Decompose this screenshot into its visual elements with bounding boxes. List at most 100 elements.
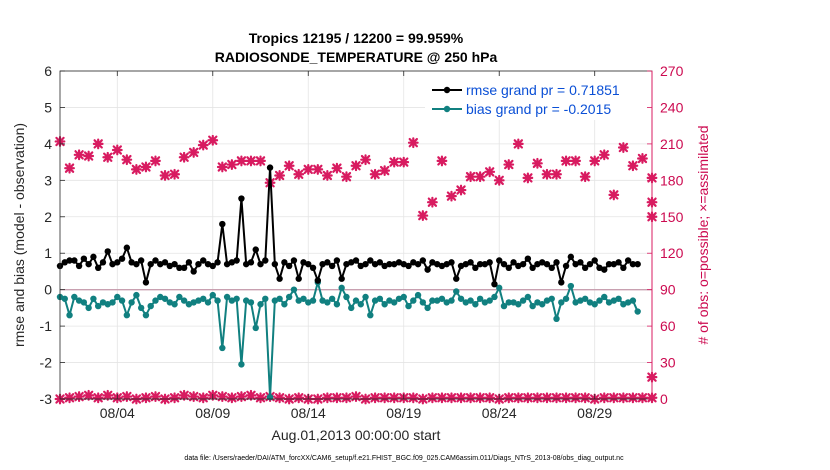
rmse-point: [290, 257, 298, 264]
x-tick-label: 08/04: [100, 405, 135, 421]
bias-point: [266, 393, 274, 401]
rmse-point: [586, 260, 594, 268]
obs-marker-stroke: [255, 155, 266, 167]
rmse-point: [152, 257, 159, 264]
obs-count-series: [54, 134, 658, 405]
rmse-point: [271, 260, 279, 268]
rmse-point: [553, 259, 560, 266]
obs-possible-point: [608, 189, 620, 201]
data-file-footer: data file: /Users/raeder/DAI/ATM_forcXX/…: [184, 455, 624, 462]
bias-point: [180, 297, 188, 304]
obs-marker-stroke: [455, 392, 467, 404]
obs-marker-stroke: [426, 196, 438, 208]
obs-marker-stroke: [493, 174, 505, 186]
obs-marker-stroke: [197, 139, 209, 151]
y-left-tick-label: 3: [44, 172, 52, 188]
obs-marker-stroke: [627, 160, 639, 172]
obs-possible-point: [379, 392, 391, 404]
rmse-point: [252, 246, 259, 253]
obs-possible-point: [551, 168, 562, 180]
bias-point: [567, 282, 575, 290]
obs-marker-stroke: [379, 165, 391, 177]
obs-marker-stroke: [140, 161, 152, 173]
obs-possible-point: [197, 139, 209, 151]
x-axis-label: Aug.01,2013 00:00:00 start: [272, 427, 441, 443]
obs-possible-point: [369, 168, 381, 180]
obs-marker-stroke: [235, 391, 247, 402]
obs-possible-point: [398, 156, 410, 168]
obs-marker-stroke: [617, 392, 629, 404]
obs-possible-point: [627, 392, 639, 404]
obs-marker-stroke: [436, 392, 448, 404]
rmse-point: [491, 281, 498, 288]
obs-possible-point: [350, 391, 362, 402]
x-axis: 08/04 08/09 08/14 08/19 08/24 08/29: [100, 71, 612, 421]
obs-marker-stroke: [551, 168, 562, 180]
y-left-tick-label: 6: [44, 63, 52, 79]
obs-marker-stroke: [484, 166, 496, 178]
obs-marker-stroke: [474, 392, 486, 404]
rmse-point: [601, 266, 608, 273]
y-right-tick-label: 180: [660, 172, 684, 188]
bias-point: [472, 301, 479, 308]
rmse-point: [500, 260, 508, 268]
rmse-point: [615, 259, 622, 266]
rmse-point: [66, 257, 73, 264]
obs-possible-point: [293, 168, 305, 180]
bias-point: [114, 293, 121, 301]
obs-marker-stroke: [121, 154, 133, 166]
bias-point: [467, 297, 474, 304]
obs-marker-stroke: [560, 392, 572, 404]
obs-marker-stroke: [446, 392, 457, 404]
obs-possible-point: [426, 196, 438, 208]
y-right-tick-label: 210: [660, 136, 684, 152]
obs-possible-point: [283, 160, 295, 172]
obs-marker-stroke: [130, 163, 142, 175]
y-right-tick-label: 120: [660, 245, 684, 261]
obs-possible-point: [92, 138, 104, 150]
bias-point: [233, 295, 240, 302]
obs-marker-stroke: [608, 392, 620, 404]
obs-possible-point: [446, 190, 457, 202]
obs-possible-point: [350, 160, 362, 172]
bias-point: [362, 293, 369, 301]
obs-possible-point: [188, 391, 200, 402]
rmse-point: [505, 264, 512, 271]
obs-marker-stroke: [331, 162, 343, 174]
rmse-point: [577, 259, 584, 266]
bias-point: [133, 291, 140, 299]
obs-possible-point: [245, 389, 257, 401]
obs-marker-stroke: [321, 392, 333, 404]
y-left-tick-label: -2: [40, 355, 53, 371]
obs-marker-stroke: [570, 392, 582, 404]
x-tick-label: 08/09: [195, 405, 230, 421]
obs-possible-point: [560, 155, 572, 167]
obs-possible-point: [140, 161, 152, 173]
rmse-point: [104, 248, 111, 255]
obs-marker-stroke: [398, 156, 410, 168]
obs-marker-stroke: [83, 150, 95, 162]
obs-marker-stroke: [541, 392, 553, 404]
rmse-point: [328, 262, 336, 270]
rmse-point: [185, 259, 193, 266]
obs-possible-point: [531, 157, 543, 169]
rmse-point: [75, 262, 83, 270]
y-right-tick-label: 150: [660, 209, 684, 225]
rmse-point: [476, 260, 484, 268]
rmse-point: [133, 260, 140, 268]
obs-marker-stroke: [140, 392, 152, 404]
obs-possible-point: [169, 392, 181, 404]
y-axis-right-label: # of obs: o=possible; ×=assimilated: [695, 125, 711, 344]
bias-point: [405, 302, 412, 310]
bias-point: [596, 297, 603, 304]
bias-point: [300, 295, 307, 302]
obs-marker-stroke: [312, 163, 324, 175]
obs-possible-point: [169, 168, 181, 180]
bias-point: [152, 297, 159, 304]
obs-possible-point: [102, 389, 114, 401]
rmse-point: [486, 259, 493, 266]
obs-marker-stroke: [207, 134, 219, 146]
bias-point: [142, 311, 150, 319]
rmse-point: [453, 275, 460, 282]
y-right-tick-label: 90: [660, 282, 676, 298]
